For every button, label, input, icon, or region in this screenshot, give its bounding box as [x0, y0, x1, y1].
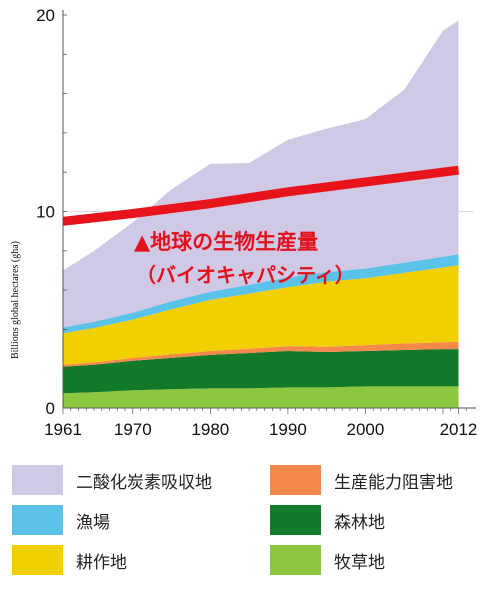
legend-label-fishing: 漁場: [76, 512, 110, 533]
area-grazing: [63, 386, 459, 408]
x-tick-label-1970: 1970: [114, 420, 152, 439]
area-fishing: [63, 254, 459, 334]
stacked-areas: [63, 20, 459, 408]
y-tick-label-0: 0: [46, 399, 55, 418]
axes: [62, 10, 476, 414]
y-axis-label: Billions global hectares (gha): [10, 241, 21, 359]
area-forest: [63, 349, 459, 394]
biocapacity-annotation-subtitle: （バイオキャパシティ）: [136, 263, 355, 287]
legend: 二酸化炭素吸収地 生産能力阻害地 漁場 森林地 耕作地 牧草地: [0, 455, 500, 585]
x-tick-label-1980: 1980: [191, 420, 229, 439]
area-cropland: [63, 265, 459, 365]
y-tick-label-10: 10: [36, 203, 55, 222]
legend-item-carbon: 二酸化炭素吸収地: [12, 465, 212, 495]
tick-labels: 0 10 20 1961 1970 1980 1990 2000 2012: [36, 6, 477, 439]
legend-label-cropland: 耕作地: [76, 552, 127, 573]
legend-item-grazing: 牧草地: [270, 545, 385, 575]
area-infrastructure: [63, 341, 459, 367]
x-tick-label-2000: 2000: [347, 420, 385, 439]
legend-swatch-cropland: [12, 545, 63, 575]
legend-swatch-carbon: [12, 465, 63, 495]
legend-label-carbon: 二酸化炭素吸収地: [76, 472, 212, 493]
legend-swatch-grazing: [270, 545, 321, 575]
legend-swatch-infrastructure: [270, 465, 321, 495]
legend-item-infrastructure: 生産能力阻害地: [270, 465, 453, 495]
chart: 0 10 20 1961 1970 1980 1990 2000 2012 Billions g…: [10, 6, 477, 439]
biocapacity-line: [62, 165, 460, 226]
y-tick-label-20: 20: [36, 6, 55, 25]
biocapacity-annotation-title: ▲地球の生物生産量: [134, 230, 318, 254]
legend-item-forest: 森林地: [270, 505, 385, 535]
area-carbon: [63, 20, 459, 328]
biocapacity-layer: [62, 165, 460, 226]
legend-label-infrastructure: 生産能力阻害地: [334, 472, 453, 493]
legend-swatch-forest: [270, 505, 321, 535]
legend-swatch-fishing: [12, 505, 63, 535]
x-tick-label-1961: 1961: [44, 420, 82, 439]
x-tick-label-1990: 1990: [269, 420, 307, 439]
legend-item-cropland: 耕作地: [12, 545, 127, 575]
legend-label-grazing: 牧草地: [334, 552, 385, 573]
legend-label-forest: 森林地: [334, 512, 385, 533]
x-tick-label-2012: 2012: [440, 420, 478, 439]
legend-item-fishing: 漁場: [12, 505, 110, 535]
